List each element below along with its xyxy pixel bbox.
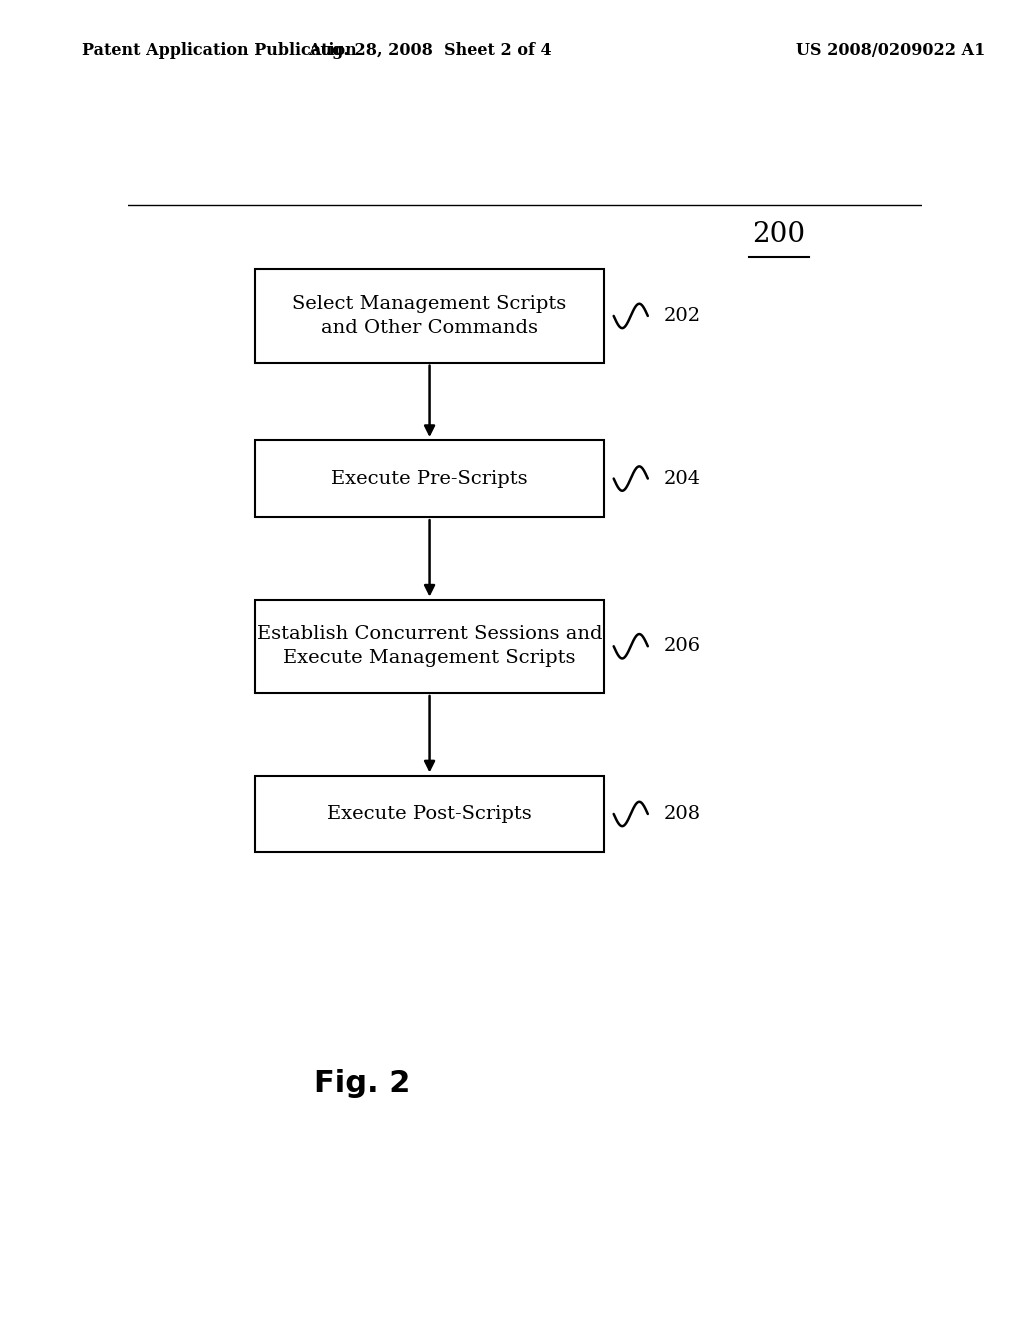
Text: Fig. 2: Fig. 2 [314, 1069, 411, 1098]
Text: US 2008/0209022 A1: US 2008/0209022 A1 [797, 42, 985, 58]
FancyBboxPatch shape [255, 441, 604, 516]
Text: 202: 202 [664, 308, 700, 325]
Text: Aug. 28, 2008  Sheet 2 of 4: Aug. 28, 2008 Sheet 2 of 4 [308, 42, 552, 58]
FancyBboxPatch shape [255, 269, 604, 363]
Text: Execute Post-Scripts: Execute Post-Scripts [328, 805, 531, 822]
Text: Patent Application Publication: Patent Application Publication [82, 42, 356, 58]
Text: 200: 200 [753, 222, 805, 248]
FancyBboxPatch shape [255, 776, 604, 853]
Text: 208: 208 [664, 805, 700, 822]
Text: Establish Concurrent Sessions and
Execute Management Scripts: Establish Concurrent Sessions and Execut… [257, 626, 602, 667]
Text: 206: 206 [664, 638, 700, 655]
Text: Select Management Scripts
and Other Commands: Select Management Scripts and Other Comm… [293, 296, 566, 337]
Text: Execute Pre-Scripts: Execute Pre-Scripts [331, 470, 528, 487]
FancyBboxPatch shape [255, 599, 604, 693]
Text: 204: 204 [664, 470, 700, 487]
